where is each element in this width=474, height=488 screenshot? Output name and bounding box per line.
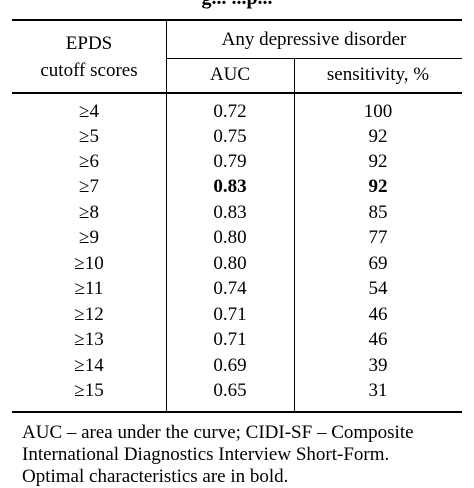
sensitivity-cell: 100 bbox=[363, 101, 393, 122]
cutoff-cell: ≥7 bbox=[79, 176, 99, 197]
auc-cell: 0.75 bbox=[213, 126, 247, 147]
bottom-rule bbox=[12, 411, 462, 413]
header-epds-line2: cutoff scores bbox=[40, 60, 138, 81]
footnote-line: Optimal characteristics are in bold. bbox=[22, 466, 289, 487]
vertical-rule-2 bbox=[294, 58, 295, 413]
cutoff-cell: ≥12 bbox=[74, 304, 104, 325]
auc-cell: 0.71 bbox=[213, 329, 247, 350]
auc-cell-optimal: 0.83 bbox=[213, 176, 247, 197]
auc-cell: 0.80 bbox=[213, 227, 247, 248]
auc-cell: 0.80 bbox=[213, 253, 247, 274]
cutoff-cell: ≥14 bbox=[74, 355, 104, 376]
auc-cell: 0.83 bbox=[213, 202, 247, 223]
cutoff-cell: ≥8 bbox=[79, 202, 99, 223]
footnote-line: International Diagnostics Interview Shor… bbox=[22, 444, 390, 465]
vertical-rule-1 bbox=[166, 19, 167, 413]
sensitivity-cell: 54 bbox=[368, 278, 388, 299]
table-title-fragment: g... ...p... bbox=[0, 0, 474, 9]
sensitivity-cell: 69 bbox=[368, 253, 388, 274]
cutoff-cell: ≥5 bbox=[79, 126, 99, 147]
sensitivity-cell: 92 bbox=[368, 126, 388, 147]
cutoff-cell: ≥9 bbox=[79, 227, 99, 248]
header-bottom-rule bbox=[12, 92, 462, 94]
auc-cell: 0.65 bbox=[213, 380, 247, 401]
sensitivity-cell: 31 bbox=[368, 380, 388, 401]
sensitivity-cell: 46 bbox=[368, 329, 388, 350]
header-sensitivity: sensitivity, % bbox=[326, 64, 430, 85]
footnote-line: AUC – area under the curve; CIDI-SF – Co… bbox=[22, 422, 414, 443]
header-group-label: Any depressive disorder bbox=[221, 29, 407, 50]
cutoff-cell: ≥10 bbox=[74, 253, 104, 274]
auc-cell: 0.71 bbox=[213, 304, 247, 325]
sensitivity-cell: 92 bbox=[368, 151, 388, 172]
header-epds-line1: EPDS bbox=[65, 33, 113, 54]
auc-cell: 0.69 bbox=[213, 355, 247, 376]
sensitivity-cell-optimal: 92 bbox=[368, 176, 388, 197]
cutoff-cell: ≥13 bbox=[74, 329, 104, 350]
header-auc: AUC bbox=[209, 64, 251, 85]
table-footnote: AUC – area under the curve; CIDI-SF – Co… bbox=[22, 422, 462, 488]
group-header-rule bbox=[166, 58, 462, 59]
sensitivity-cell: 46 bbox=[368, 304, 388, 325]
top-rule bbox=[12, 19, 462, 21]
auc-cell: 0.79 bbox=[213, 151, 247, 172]
auc-cell: 0.74 bbox=[213, 278, 247, 299]
sensitivity-cell: 77 bbox=[368, 227, 388, 248]
cutoff-cell: ≥11 bbox=[74, 278, 104, 299]
sensitivity-cell: 39 bbox=[368, 355, 388, 376]
cutoff-cell: ≥4 bbox=[79, 101, 99, 122]
auc-cell: 0.72 bbox=[213, 101, 247, 122]
cutoff-cell: ≥15 bbox=[74, 380, 104, 401]
cutoff-cell: ≥6 bbox=[79, 151, 99, 172]
sensitivity-cell: 85 bbox=[368, 202, 388, 223]
